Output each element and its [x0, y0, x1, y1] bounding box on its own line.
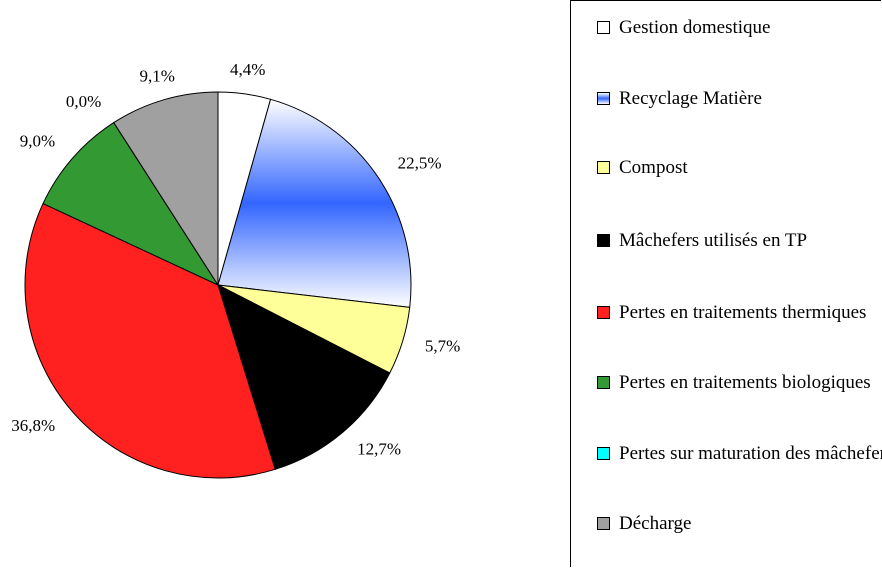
legend-swatch: [597, 21, 610, 34]
legend-item: Compost: [597, 153, 882, 183]
legend-label: Pertes en traitements thermiques: [619, 302, 867, 323]
data-label: 4,4%: [230, 60, 265, 79]
legend-label: Pertes en traitements biologiques: [619, 372, 871, 393]
pie-slice: [113, 91, 219, 287]
data-label: 12,7%: [357, 439, 401, 458]
legend-item: Pertes en traitements thermiques: [597, 298, 882, 328]
legend-item: Recyclage Matière: [597, 84, 882, 114]
legend-swatch: [597, 92, 610, 105]
legend-item: Gestion domestique: [597, 13, 882, 43]
pie-slice: [42, 121, 220, 287]
legend-label: Décharge: [619, 513, 692, 534]
legend-item: Mâchefers utilisés en TP: [597, 226, 882, 256]
legend-label: Pertes sur maturation des mâchefers: [619, 443, 882, 464]
legend-item: Décharge: [597, 509, 882, 539]
chart: 4,4% 22,5% 5,7% 12,7% 36,8% 9,0% 0,0% 9,1%: [11, 60, 460, 479]
data-label: 9,0%: [20, 132, 55, 151]
legend-swatch: [597, 161, 610, 174]
legend: Gestion domestique Recyclage Matière Compo…: [570, 0, 882, 567]
legend-swatch: [597, 376, 610, 389]
legend-label: Compost: [619, 157, 688, 178]
legend-swatch: [597, 447, 610, 460]
legend-item: Pertes en traitements biologiques: [597, 368, 882, 398]
legend-swatch: [597, 234, 610, 247]
data-label: 22,5%: [398, 154, 442, 173]
data-label: 36,8%: [11, 416, 55, 435]
data-label: 0,0%: [66, 92, 101, 111]
legend-item: Pertes sur maturation des mâchefers: [597, 439, 882, 469]
legend-label: Mâchefers utilisés en TP: [619, 230, 808, 251]
legend-label: Gestion domestique: [619, 17, 771, 38]
data-label: 5,7%: [425, 337, 460, 356]
legend-swatch: [597, 517, 610, 530]
data-label: 9,1%: [139, 66, 174, 85]
legend-label: Recyclage Matière: [619, 88, 762, 109]
legend-swatch: [597, 306, 610, 319]
pie-slice: [24, 202, 276, 479]
pie-slice: [217, 98, 412, 308]
